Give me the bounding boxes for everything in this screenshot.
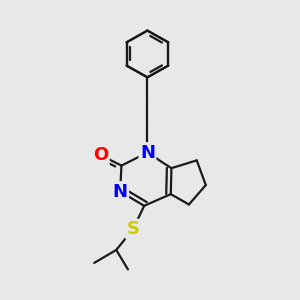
Text: N: N	[112, 182, 128, 200]
Text: N: N	[140, 144, 155, 162]
Text: S: S	[127, 220, 140, 238]
Text: O: O	[93, 146, 108, 164]
